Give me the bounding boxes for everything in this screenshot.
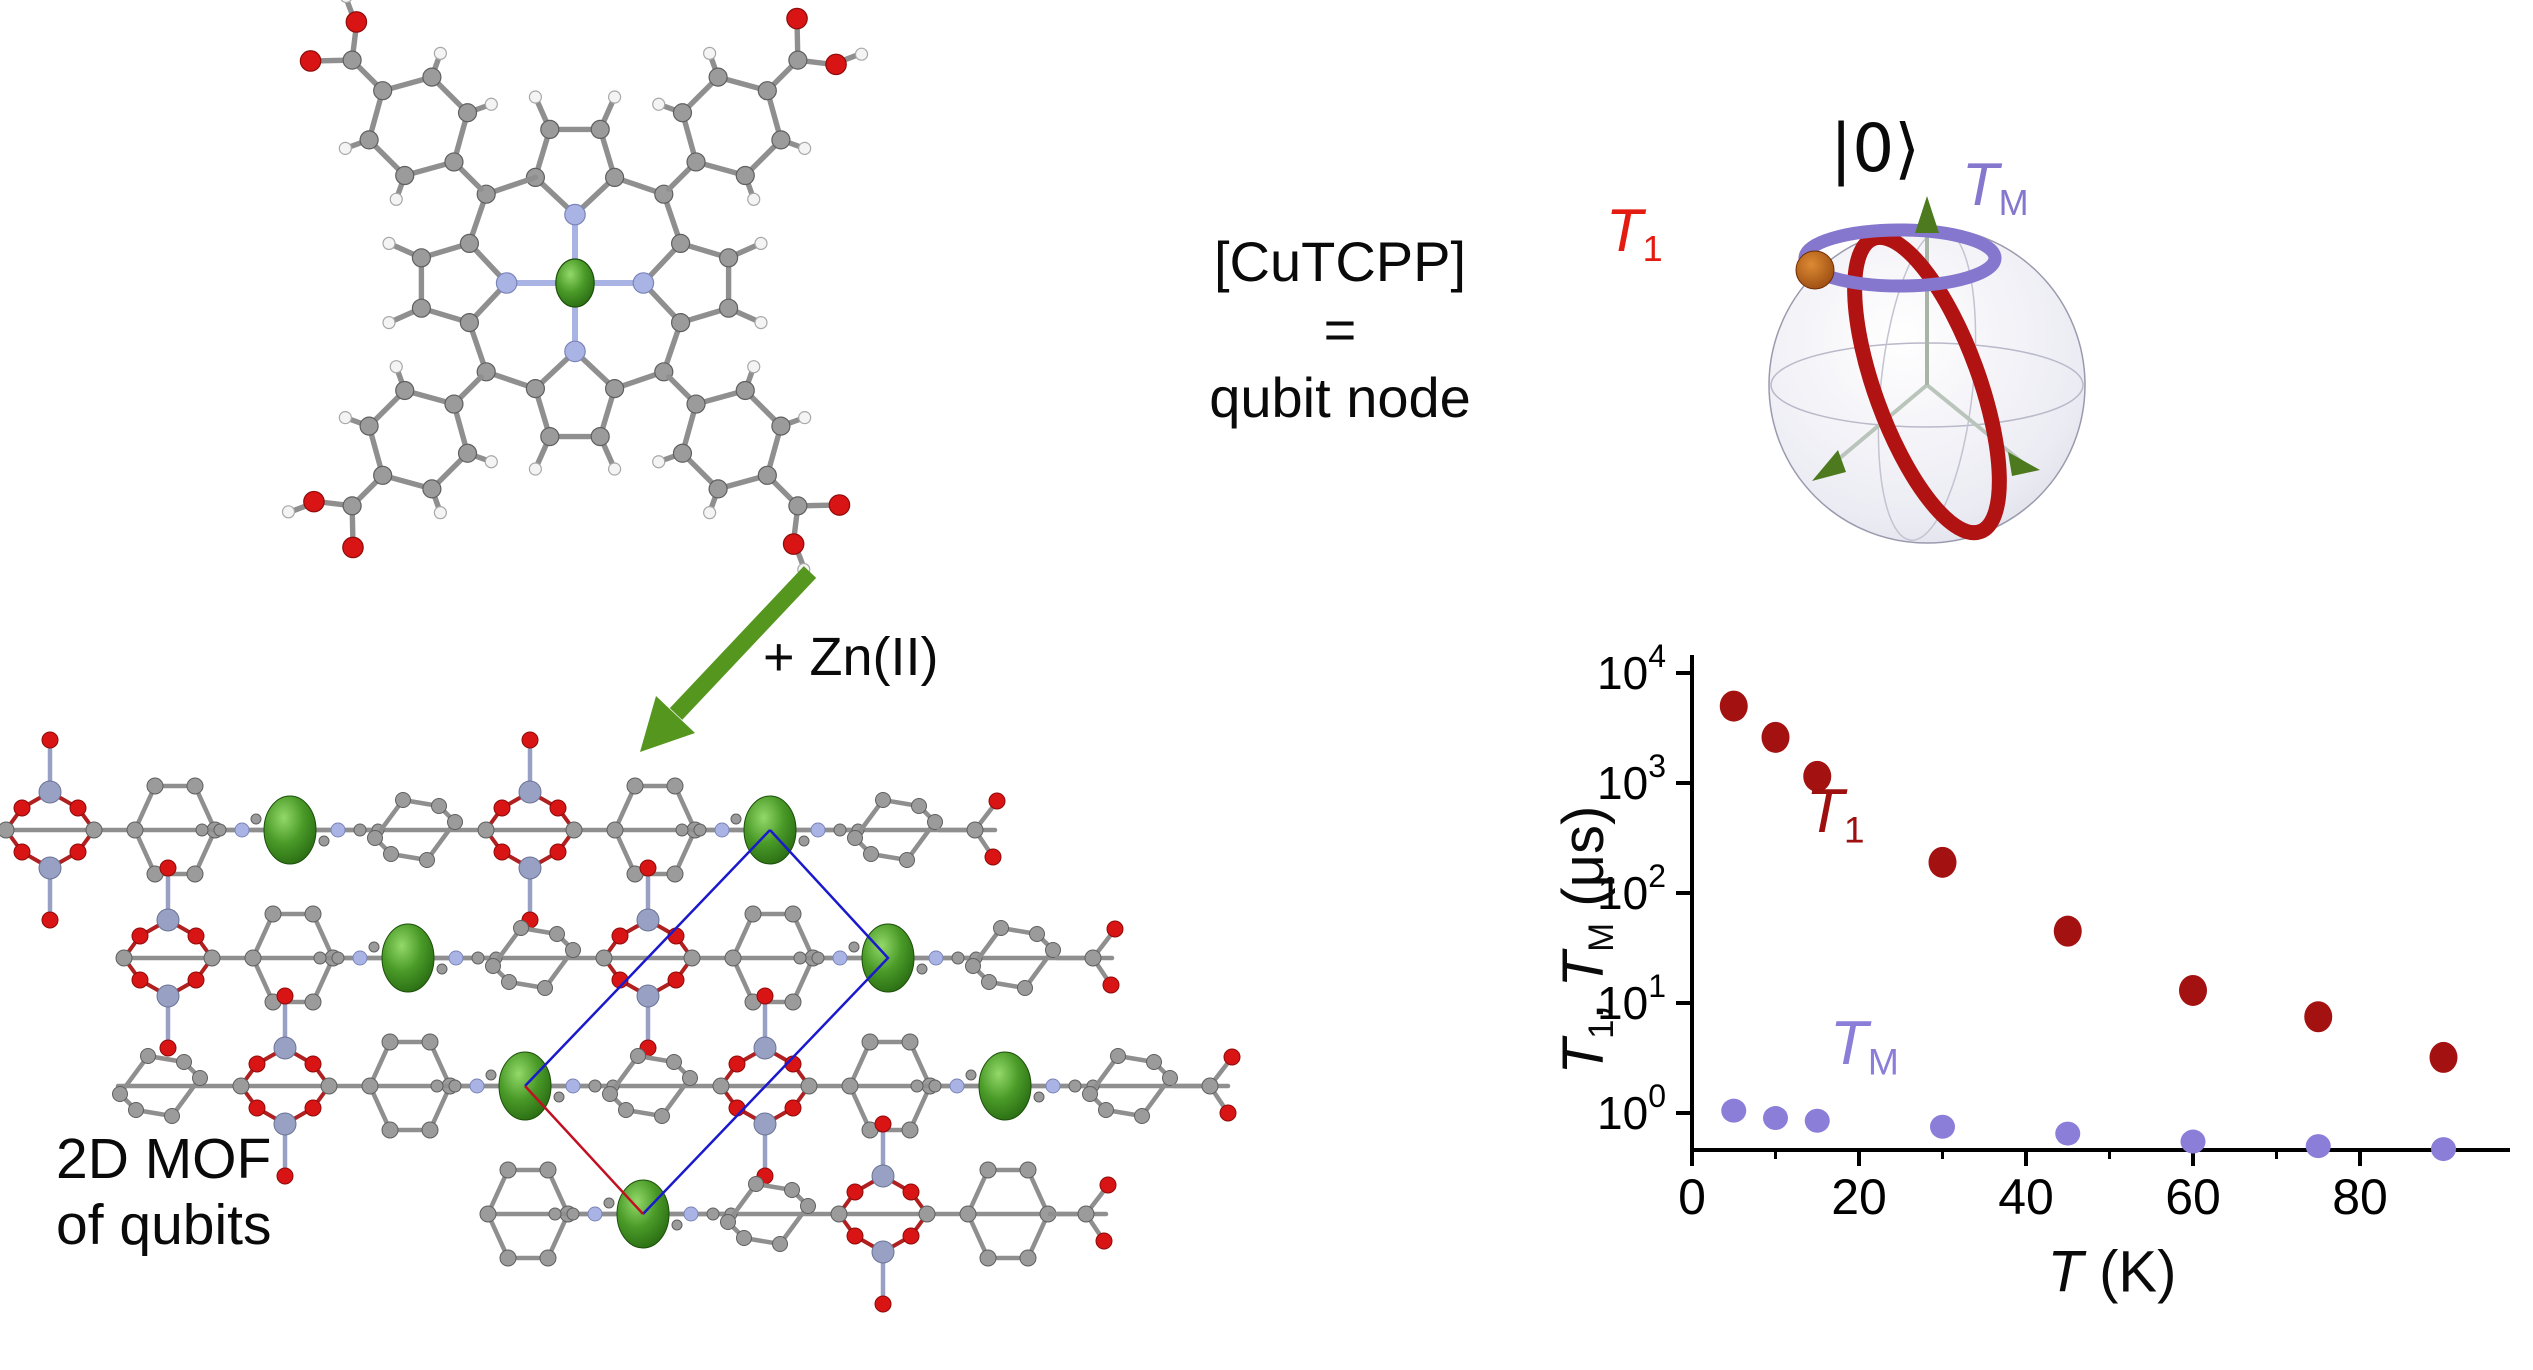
- data-point-t1: [1719, 690, 1748, 722]
- data-point-tm: [1721, 1098, 1747, 1123]
- x-axis-arrow: [1812, 450, 1846, 481]
- ket-zero-label: |0⟩: [1830, 110, 1920, 187]
- x-tick-label: 60: [2165, 1169, 2221, 1225]
- mof-row: [480, 1116, 1116, 1312]
- qubit-state-dot: [1795, 250, 1835, 290]
- y-axis-arrow: [2008, 452, 2040, 476]
- cutcpp-porphyrin-molecule: [261, 0, 888, 597]
- y-tick-label: 103: [1597, 748, 1666, 809]
- data-point-tm: [2305, 1134, 2331, 1159]
- data-point-t1: [2429, 1041, 2458, 1073]
- y-tick-label: 101: [1597, 968, 1666, 1029]
- data-point-t1: [1761, 721, 1790, 753]
- data-point-tm: [2055, 1121, 2081, 1146]
- data-point-tm: [2180, 1129, 2206, 1154]
- y-tick-label: 104: [1597, 638, 1666, 699]
- y-tick-label: 100: [1597, 1078, 1666, 1139]
- data-point-tm: [1930, 1114, 1955, 1139]
- data-point-t1: [2304, 1001, 2333, 1033]
- mof-caption: 2D MOF of qubits: [56, 1126, 271, 1258]
- data-point-t1: [1928, 846, 1957, 878]
- chart-axes: [1690, 655, 2510, 1152]
- y-tick-label: 102: [1597, 858, 1666, 919]
- mof-row: [116, 860, 1123, 1056]
- x-tick-label: 80: [2332, 1169, 2388, 1225]
- cutcpp-caption: [CuTCPP] = qubit node: [1090, 228, 1590, 432]
- sphere-tm-label: TM: [1962, 151, 2029, 224]
- data-point-t1: [2053, 915, 2082, 947]
- reaction-arrow: [640, 566, 817, 752]
- data-point-tm: [1763, 1106, 1788, 1131]
- x-tick-label: 0: [1678, 1169, 1706, 1225]
- t1-ribbon: [1847, 229, 2007, 541]
- sphere-t1-label: T1: [1606, 197, 1663, 270]
- mof-row: [113, 988, 1241, 1184]
- cutcpp-caption-line3: qubit node: [1209, 366, 1471, 429]
- bloch-sphere: [1768, 196, 2086, 544]
- data-point-t1: [2179, 974, 2207, 1006]
- x-tick-label: 40: [1998, 1169, 2054, 1225]
- data-point-tm: [2431, 1137, 2456, 1162]
- mof-caption-line2: of qubits: [56, 1193, 272, 1257]
- cutcpp-caption-line1: [CuTCPP]: [1213, 230, 1467, 293]
- chart-x-axis-label: T (K): [2047, 1239, 2177, 1305]
- cutcpp-caption-line2: =: [1323, 298, 1357, 361]
- mof-caption-line1: 2D MOF: [56, 1127, 272, 1191]
- cu-atom: [555, 258, 595, 308]
- chart-series-label-tm: TM: [1830, 1009, 1899, 1083]
- chart-series-label-t1: T1: [1806, 777, 1865, 851]
- x-tick-label: 20: [1831, 1169, 1887, 1225]
- data-point-t1: [1803, 760, 1832, 792]
- chart-y-axis-label: T1, TM (μs): [1551, 805, 1621, 1075]
- mof-structure: [0, 732, 1240, 1312]
- zn-reaction-label: + Zn(II): [763, 627, 939, 687]
- cu-cu-contact-line: [524, 1085, 644, 1215]
- z-axis-arrow: [1915, 196, 1939, 233]
- mof-row: [0, 732, 1005, 928]
- data-point-tm: [1804, 1108, 1830, 1133]
- unit-cell-outline: [524, 829, 890, 1215]
